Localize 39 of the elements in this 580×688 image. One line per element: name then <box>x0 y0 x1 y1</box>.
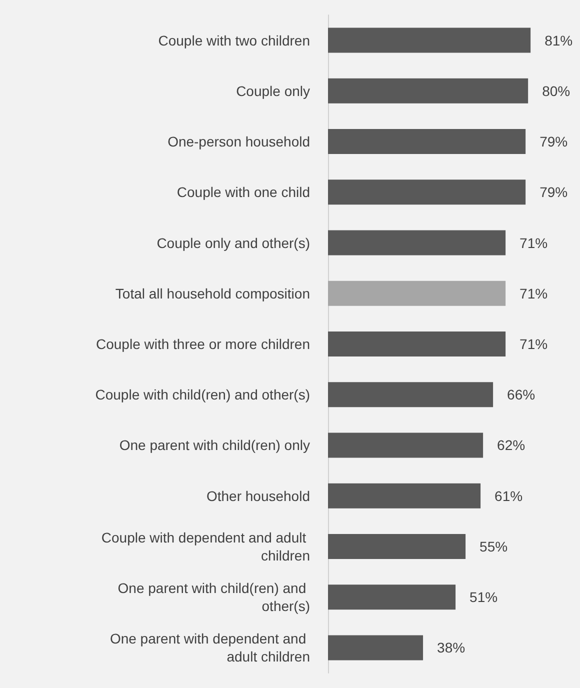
data-label: 79% <box>540 184 568 200</box>
bar <box>328 129 526 154</box>
y-tick-label: Couple only and other(s) <box>156 234 310 251</box>
data-label: 71% <box>520 285 548 302</box>
y-tick-label: One parent with child(ren) only <box>119 437 310 454</box>
bar <box>328 28 531 53</box>
data-label: 81% <box>544 32 573 48</box>
data-label: 71% <box>520 336 548 352</box>
bar <box>328 382 494 408</box>
bar <box>328 432 484 458</box>
data-label: 66% <box>507 386 536 403</box>
data-label: 51% <box>470 589 498 606</box>
data-label: 79% <box>540 134 568 150</box>
data-label: 71% <box>520 234 548 251</box>
bar <box>328 635 424 660</box>
y-tick-label: Couple only <box>236 82 310 99</box>
bar <box>328 483 481 508</box>
y-tick-label: Other household <box>206 488 310 504</box>
y-tick-label: Couple with one child <box>176 184 310 200</box>
data-label: 62% <box>497 437 526 454</box>
bar <box>328 180 526 205</box>
y-tick-label: One parent with dependent and adult children <box>110 630 310 665</box>
y-tick-label: Couple with three or more children <box>96 336 310 352</box>
data-label: 61% <box>494 488 523 504</box>
bar <box>328 230 506 256</box>
bar <box>328 78 528 104</box>
bar <box>328 534 466 559</box>
y-tick-label: Total all household composition <box>115 285 310 302</box>
bar <box>328 584 456 610</box>
y-tick-label: Couple with dependent and adult children <box>101 529 310 564</box>
data-label: 80% <box>542 82 570 99</box>
y-tick-label: Couple with two children <box>158 32 310 48</box>
y-tick-label: Couple with child(ren) and other(s) <box>95 386 310 403</box>
data-label: 38% <box>437 640 466 656</box>
data-label: 55% <box>480 538 508 554</box>
y-tick-label: One parent with child(ren) and other(s) <box>118 580 310 614</box>
y-tick-label: One-person household <box>168 134 310 150</box>
bar <box>328 332 506 356</box>
bar <box>328 280 506 306</box>
